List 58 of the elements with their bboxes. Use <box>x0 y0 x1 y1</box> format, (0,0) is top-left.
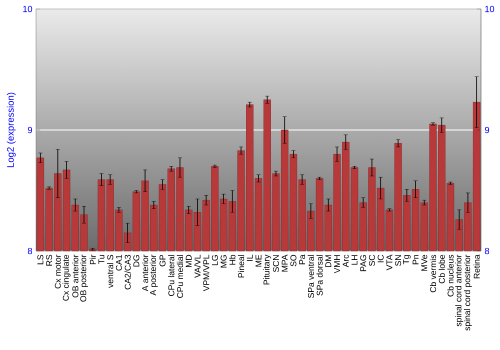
x-tick-label: A anterior <box>142 254 148 292</box>
x-tick-label: spinal cord posterior <box>464 254 472 331</box>
x-tick-label: OB anterior <box>72 254 78 298</box>
y-tick-label: 9 <box>28 126 32 134</box>
x-tick-label: IL <box>246 254 253 261</box>
x-tick-label: SPa ventral <box>308 255 314 298</box>
x-tick-label: Retina <box>474 254 480 278</box>
x-tick-label: Arc <box>342 254 349 268</box>
x-tick-label: LG <box>212 255 218 266</box>
y-tick-label: 10 <box>23 6 32 12</box>
x-tick-label: VPM/VPL <box>203 254 210 292</box>
x-tick-label: Tg <box>403 255 411 264</box>
x-tick-label: IC <box>378 254 384 262</box>
x-tick-label: VTA <box>386 254 392 270</box>
x-tick-label: MVe <box>421 254 428 271</box>
x-tick-label: spinal cord anterior <box>455 254 464 326</box>
x-tick-label: A posterior <box>150 254 158 296</box>
y-axis-title: Log2 (expression) <box>6 92 16 168</box>
x-tick-label: LH <box>352 255 358 265</box>
x-tick-label: LS <box>37 254 44 264</box>
x-tick-label: Pituitary <box>263 254 272 284</box>
x-tick-label: Pir <box>90 254 96 264</box>
y2-tick-label: 9 <box>484 126 490 134</box>
x-tick-label: GP <box>160 254 166 266</box>
x-tick-label: Cb vermis <box>430 254 436 292</box>
x-tick-label: SO <box>290 254 296 266</box>
x-tick-label: CPu medial <box>176 255 184 298</box>
x-tick-label: SPa dorsal <box>316 255 323 296</box>
y2-tick-label: 10 <box>485 6 494 12</box>
x-tick-label: Cx cingulate <box>62 254 70 301</box>
x-tick-label: MD <box>186 254 192 268</box>
x-tick-label: SC <box>368 254 375 266</box>
x-tick-label: MG <box>220 255 227 268</box>
x-tick-label: Pa <box>299 254 306 264</box>
x-tick-label: ME <box>256 254 262 267</box>
x-tick-label: OB posterior <box>80 254 88 302</box>
x-tick-label: VMH <box>334 255 340 274</box>
x-tick-label: Tu <box>98 255 104 264</box>
x-tick-label: DG <box>133 255 140 267</box>
x-tick-label: CA1 <box>116 254 122 271</box>
x-tick-label: SCN <box>272 255 279 272</box>
x-tick-label: VA/VL <box>194 254 201 278</box>
x-tick-label: Pineal <box>238 255 244 278</box>
y-tick-label: 8 <box>28 248 32 254</box>
x-tick-label: Pn <box>412 255 418 264</box>
x-tick-label: SN <box>395 255 402 266</box>
x-tick-label: DM <box>325 255 332 268</box>
x-tick-label: Cb lobe <box>438 254 445 284</box>
y2-tick-label: 8 <box>484 248 490 254</box>
x-tick-label: Cb nucleus <box>447 254 454 296</box>
x-tick-label: Hb <box>229 254 236 265</box>
x-tick-label: Cx motor <box>54 254 61 288</box>
x-tick-label: CPu lateral <box>168 255 174 296</box>
x-tick-label: CA2/CA3 <box>124 254 131 290</box>
x-tick-label: ventral S <box>107 254 114 288</box>
x-tick-label: PAG <box>360 255 366 272</box>
x-tick-label: MPA <box>282 254 288 272</box>
x-tick-label: RS <box>46 254 52 266</box>
